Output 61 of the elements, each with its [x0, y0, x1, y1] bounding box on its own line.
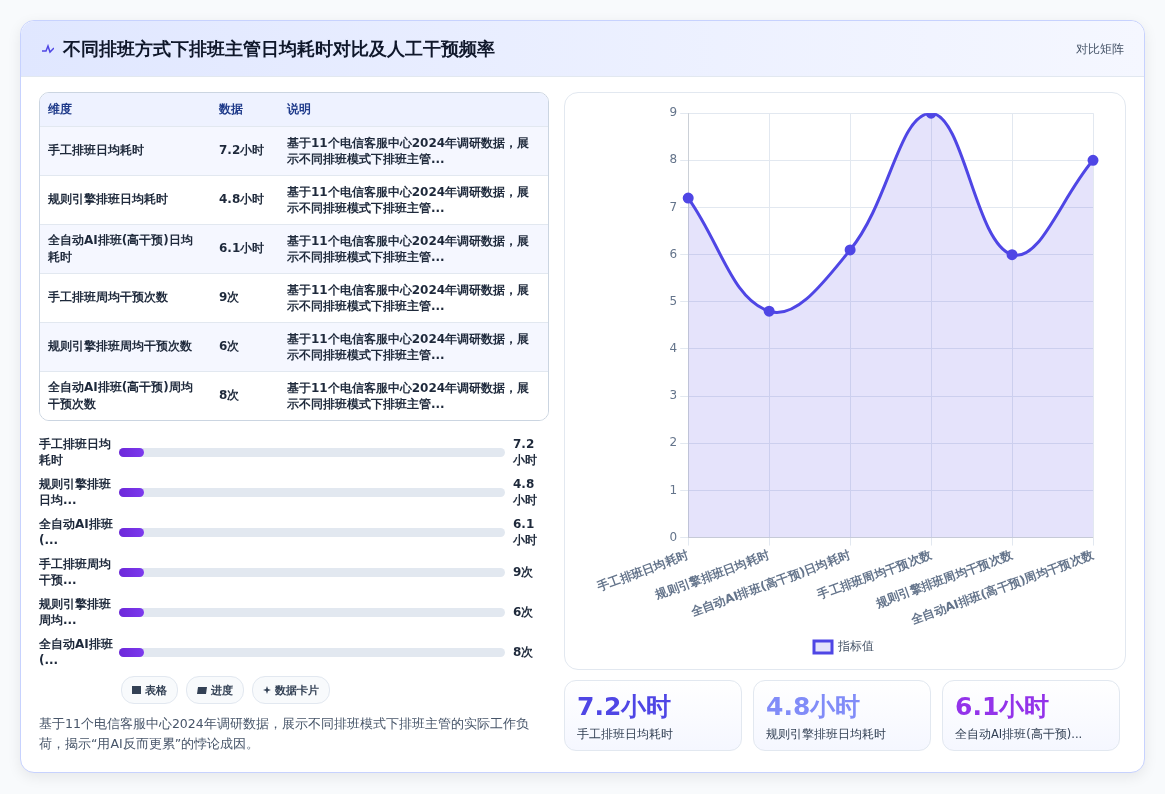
category-label: 手工排班日均耗时	[39, 436, 112, 468]
text: 8次	[513, 645, 534, 659]
text: 规则引擎排班日均耗时	[766, 727, 886, 741]
category-label: 全自动AI排班(...	[39, 636, 114, 668]
y-tick-label: 3	[669, 388, 678, 403]
y-tick-label: 4	[669, 341, 678, 356]
text: 6次	[513, 605, 534, 619]
text: 7.2小时	[219, 143, 265, 157]
y-tick-label: 6	[669, 246, 678, 261]
category-label: 规则引擎排班周均...	[39, 596, 112, 628]
text: 基于11个电信客服中心2024年调研数据，展示不同排班模式下排班主管...	[286, 330, 531, 364]
text: 手工排班日均耗时	[577, 727, 673, 741]
y-tick-label: 5	[669, 293, 678, 308]
text: 不同排班方式下排班主管日均耗时对比及人工干预频率	[63, 37, 495, 61]
text: 基于11个电信客服中心2024年调研数据，展示不同排班模式下排班主管...	[286, 379, 531, 413]
point	[844, 244, 856, 256]
text: 6次	[219, 339, 240, 353]
text: 7.2小时	[513, 437, 537, 467]
category-label: 全自动AI排班(...	[39, 516, 114, 548]
point	[1006, 249, 1018, 261]
category-label: 全自动AI排班(高干预)周均干预次数	[47, 378, 194, 413]
text: 4.8小时	[513, 477, 537, 507]
text: 6.1小时	[219, 241, 265, 255]
text: 进度	[211, 682, 233, 698]
y-tick-label: 0	[669, 529, 678, 544]
text: 6.1小时	[513, 517, 537, 547]
text: 基于11个电信客服中心2024年调研数据，展示不同排班模式下排班主管的实际工作负荷，揭示“用AI反而更累”的悖论成因。	[39, 715, 530, 753]
category-label: 4.8小时	[766, 691, 862, 723]
category-label: 全自动AI排班(高干预)日均耗时	[47, 231, 194, 266]
category-label: 手工排班周均干预...	[39, 556, 112, 588]
text: 基于11个电信客服中心2024年调研数据，展示不同排班模式下排班主管...	[286, 281, 531, 315]
category-label: 手工排班周均干预次数	[47, 289, 169, 306]
point	[1087, 154, 1099, 166]
category-label: 6.1小时	[955, 691, 1051, 723]
text: 维度	[47, 100, 73, 118]
text: 全自动AI排班(高干预)...	[955, 727, 1083, 741]
text: 基于11个电信客服中心2024年调研数据，展示不同排班模式下排班主管...	[286, 134, 531, 168]
y-tick-label: 2	[669, 435, 678, 450]
text: 基于11个电信客服中心2024年调研数据，展示不同排班模式下排班主管...	[286, 183, 531, 217]
category-label: 手工排班日均耗时	[47, 142, 145, 159]
category-label: 规则引擎排班周均干预次数	[47, 338, 193, 355]
text: 说明	[286, 100, 312, 118]
text: 8次	[219, 388, 240, 403]
text: 数据	[218, 100, 244, 118]
text: 9次	[219, 290, 240, 304]
category-label: 7.2小时	[577, 691, 673, 723]
text: 数据卡片	[275, 682, 319, 698]
y-tick-label: 9	[669, 105, 678, 120]
category-label: 规则引擎排班日均耗时	[47, 191, 169, 208]
text: 表格	[145, 682, 167, 698]
y-tick-label: 1	[669, 482, 678, 497]
y-tick-label: 7	[669, 199, 678, 214]
text: 4.8小时	[219, 192, 265, 206]
y-tick-label: 8	[669, 152, 678, 167]
legend-label: 指标值	[837, 639, 874, 654]
point	[682, 192, 694, 204]
text: 对比矩阵	[1076, 41, 1124, 58]
category-label: 规则引擎排班日均...	[39, 476, 112, 508]
text: 9次	[513, 565, 534, 579]
point	[763, 305, 775, 317]
text: 基于11个电信客服中心2024年调研数据，展示不同排班模式下排班主管...	[286, 232, 531, 266]
